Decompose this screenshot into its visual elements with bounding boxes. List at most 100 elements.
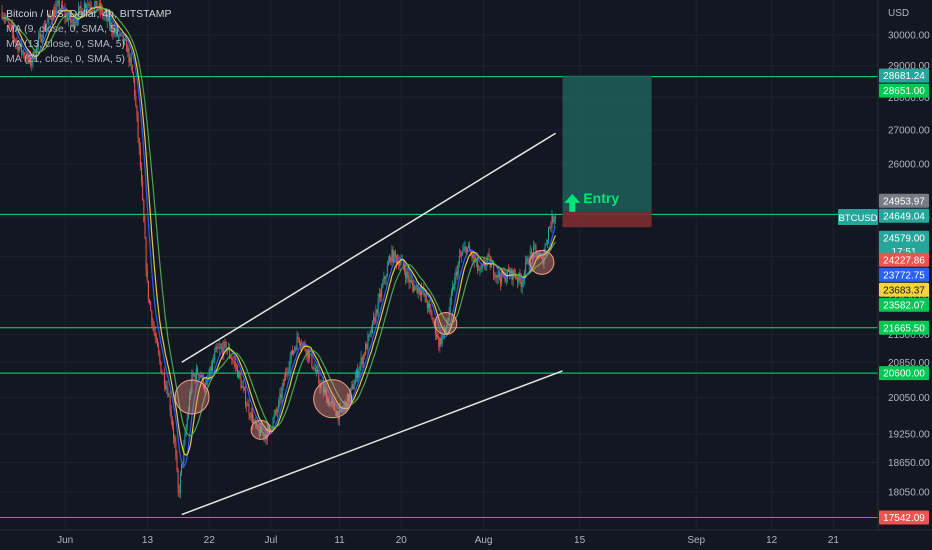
candle-body xyxy=(237,366,239,378)
candle-body xyxy=(502,271,504,276)
candle-body xyxy=(470,251,472,254)
candle-body xyxy=(217,348,219,350)
stop-loss-zone[interactable] xyxy=(562,211,652,228)
price-label-bg xyxy=(879,193,929,208)
candle-body xyxy=(48,14,50,20)
candle-body xyxy=(198,374,200,376)
candle-body xyxy=(107,16,109,22)
candle-body xyxy=(486,257,488,265)
profit-target-zone[interactable] xyxy=(562,75,652,212)
candle-body xyxy=(141,167,143,182)
candle-body xyxy=(56,3,58,8)
candle-body xyxy=(80,5,82,9)
ma-line-9 xyxy=(2,6,556,467)
candle-body xyxy=(87,4,89,7)
candle-body xyxy=(549,227,551,229)
highlight-circle[interactable] xyxy=(250,419,271,440)
candle-body xyxy=(386,265,388,277)
candle-body xyxy=(22,51,24,53)
price-label: 28651.00 xyxy=(879,83,929,98)
highlight-circles[interactable] xyxy=(174,249,555,440)
candle-body xyxy=(79,5,81,9)
countdown-text: 17:51 xyxy=(891,247,916,258)
candle-body xyxy=(285,372,287,381)
candle-body xyxy=(490,263,492,268)
candle-body xyxy=(25,56,27,60)
chart-legend[interactable]: Bitcoin / U.S. Dollar, 4h, BITSTAMP MA (… xyxy=(6,7,172,67)
candle-body xyxy=(174,437,176,442)
trendline[interactable] xyxy=(181,370,563,516)
candle-body xyxy=(263,432,265,437)
candle-body xyxy=(513,270,515,275)
candle-body xyxy=(235,366,237,368)
price-tick-label: 20050.00 xyxy=(888,393,930,404)
candle-body xyxy=(153,325,155,333)
candle-body xyxy=(431,312,433,320)
price-label: 21665.50 xyxy=(879,320,929,335)
candle-body xyxy=(338,409,340,420)
candle-body xyxy=(478,269,480,271)
candle-body xyxy=(193,374,195,376)
candle-body xyxy=(66,14,68,21)
candle-body xyxy=(53,10,55,21)
candle-body xyxy=(190,392,192,397)
highlight-circle[interactable] xyxy=(313,379,353,419)
candle-body xyxy=(20,43,22,53)
candle-body xyxy=(337,411,339,420)
entry-annotation[interactable]: Entry xyxy=(564,190,619,212)
candle-body xyxy=(96,0,98,10)
candle-body xyxy=(516,277,518,279)
candle-body xyxy=(226,350,228,352)
trend-channel-lines[interactable] xyxy=(181,132,563,516)
candle-body xyxy=(67,18,69,21)
price-label: 24649.04 xyxy=(879,208,929,223)
candle-body xyxy=(309,353,311,359)
highlight-circle[interactable] xyxy=(434,311,458,335)
candle-body xyxy=(270,429,272,432)
candle-body xyxy=(373,317,375,321)
price-label-bg xyxy=(879,366,929,381)
price-label: 23683.37 xyxy=(879,282,929,297)
candle-body xyxy=(123,38,125,44)
candle-body xyxy=(110,22,112,26)
candle-body xyxy=(472,254,474,258)
candle-body xyxy=(242,385,244,388)
candle-body xyxy=(397,260,399,264)
candle-body xyxy=(136,105,138,117)
candle-body xyxy=(168,396,170,397)
trendline[interactable] xyxy=(181,132,557,363)
candle-body xyxy=(50,17,52,20)
candle-body xyxy=(358,371,360,378)
candle-body xyxy=(245,389,247,406)
candle-body xyxy=(290,350,292,359)
highlight-circle[interactable] xyxy=(174,379,210,415)
candle-body xyxy=(171,419,173,428)
candle-body xyxy=(446,325,448,331)
candle-body xyxy=(16,42,18,44)
price-tick-label: 29000.00 xyxy=(888,61,930,72)
highlight-circle[interactable] xyxy=(529,249,555,275)
candle-body xyxy=(496,274,498,278)
candle-body xyxy=(533,246,535,258)
price-label: 24953.97 xyxy=(879,193,929,208)
time-axis[interactable]: Jun 13 22 Jul 11 20 Aug 15 Sep 12 21 xyxy=(0,529,932,546)
candle-body xyxy=(129,57,131,63)
long-position-box[interactable] xyxy=(562,75,652,228)
candle-body xyxy=(149,299,151,303)
candle-body xyxy=(125,38,127,40)
candle-body xyxy=(175,441,177,456)
candle-body xyxy=(74,22,76,27)
candle-body xyxy=(430,307,432,313)
candle-body xyxy=(403,266,405,272)
candle-body xyxy=(416,285,418,294)
candle-body xyxy=(419,292,421,295)
candle-body xyxy=(426,302,428,309)
candle-body xyxy=(98,3,100,10)
candle-body xyxy=(392,249,394,263)
price-label: 24579.00 17:51 xyxy=(879,230,929,259)
candle-body xyxy=(351,384,353,389)
candle-body xyxy=(398,260,400,267)
candle-body xyxy=(154,332,156,338)
candle-body xyxy=(400,259,402,263)
